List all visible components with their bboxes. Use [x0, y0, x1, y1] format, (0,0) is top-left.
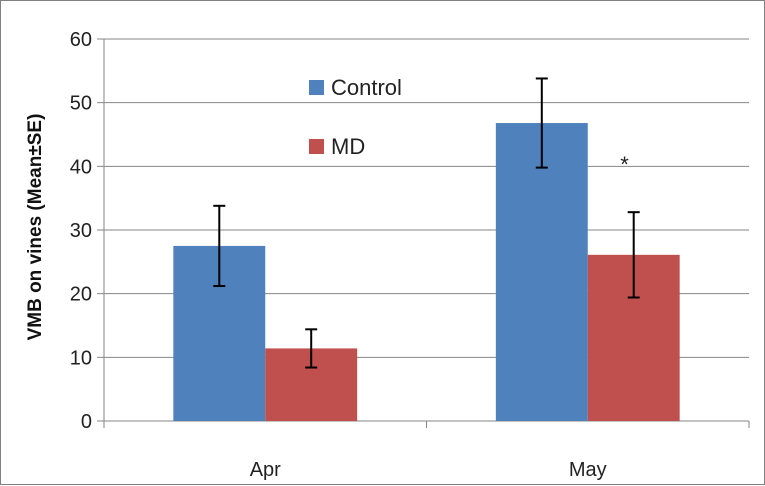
y-tick-label: 60 — [70, 29, 92, 51]
y-tick-label: 0 — [81, 411, 92, 433]
bars — [173, 123, 680, 421]
y-tick-label: 40 — [70, 156, 92, 178]
y-axis-label: VMB on vines (Mean±SE) — [25, 114, 46, 341]
y-tick-label: 10 — [70, 347, 92, 369]
legend: Control MD — [309, 75, 402, 159]
x-tick-labels: Apr May — [250, 459, 607, 481]
x-tick-label: Apr — [250, 459, 281, 481]
bar-control-may — [495, 123, 588, 421]
legend-swatch-control — [309, 80, 324, 95]
y-tick-label: 50 — [70, 93, 92, 115]
y-tick-labels: 0 10 20 30 40 50 60 — [70, 29, 92, 433]
legend-swatch-md — [309, 139, 324, 154]
error-bars — [213, 77, 640, 369]
significance-annotation: * — [620, 152, 629, 177]
legend-label-md: MD — [331, 134, 365, 159]
x-tick-label: May — [569, 459, 607, 481]
y-tick-label: 20 — [70, 284, 92, 306]
y-tick-label: 30 — [70, 220, 92, 242]
legend-label-control: Control — [331, 75, 402, 100]
